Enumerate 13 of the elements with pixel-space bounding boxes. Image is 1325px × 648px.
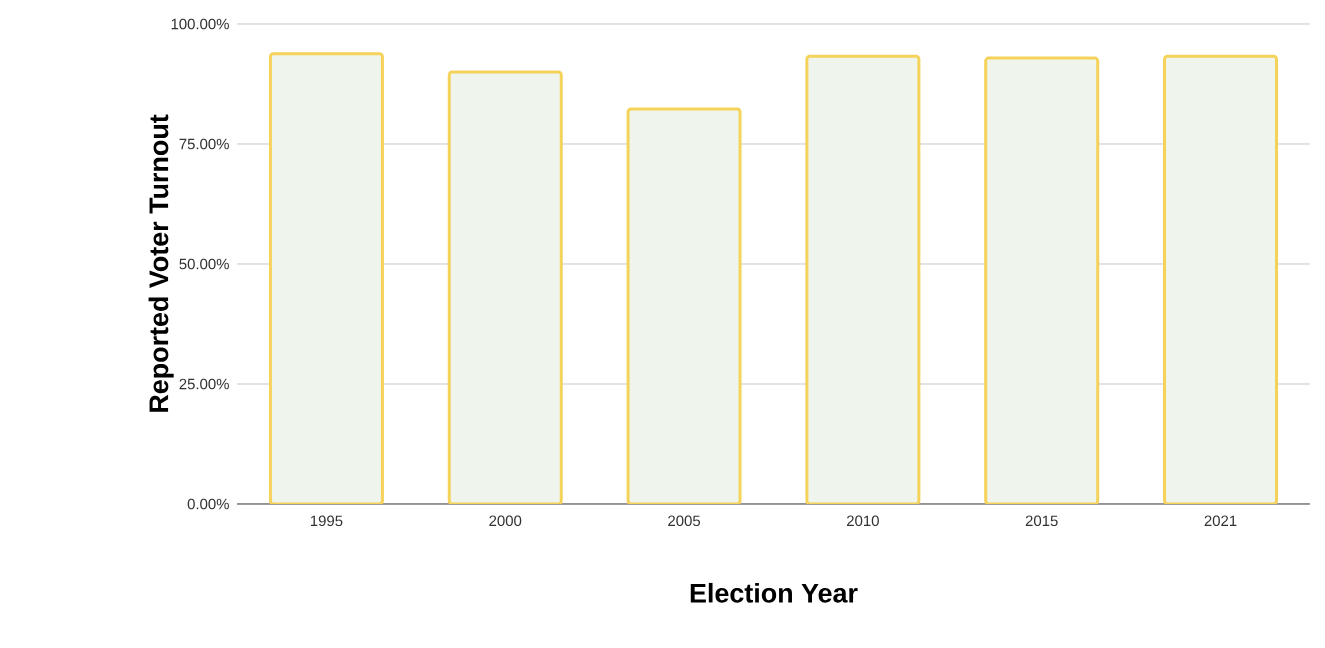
y-axis-title: Reported Voter Turnout (148, 114, 174, 412)
x-tick-label: 2021 (1204, 515, 1237, 527)
x-tick-label: 1995 (310, 515, 343, 527)
y-tick-label: 0.00% (187, 498, 229, 510)
y-tick-label: 100.00% (171, 18, 229, 30)
x-tick-label: 2010 (847, 515, 879, 527)
x-tick-label: 2005 (668, 515, 701, 527)
x-tick-label: 2015 (1025, 515, 1058, 527)
y-tick-label: 75.00% (179, 138, 229, 150)
y-tick-label: 50.00% (179, 258, 229, 270)
x-tick-label: 2000 (489, 515, 522, 527)
x-axis-title: Election Year (690, 582, 858, 603)
y-tick-label: 25.00% (179, 378, 229, 390)
